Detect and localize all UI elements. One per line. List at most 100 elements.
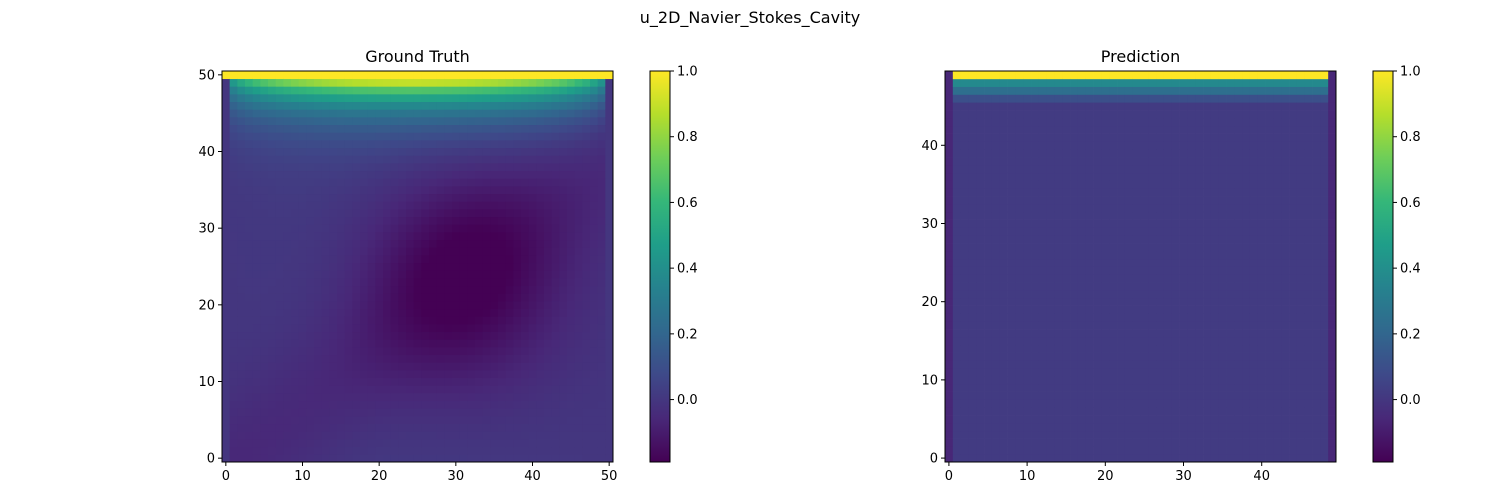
heatmap-cell <box>498 155 507 164</box>
heatmap-cell <box>467 347 476 356</box>
heatmap-cell <box>1054 305 1063 314</box>
heatmap-cell <box>1195 102 1204 111</box>
heatmap-cell <box>291 124 300 133</box>
heatmap-cell <box>498 186 507 195</box>
heatmap-cell <box>1070 407 1079 416</box>
heatmap-cell <box>582 308 591 317</box>
heatmap-cell <box>1054 454 1063 463</box>
heatmap-cell <box>1077 164 1087 174</box>
heatmap-cell <box>505 339 514 348</box>
heatmap-cell <box>352 370 361 379</box>
heatmap-cell <box>1031 125 1040 134</box>
heatmap-cell <box>291 308 300 317</box>
heatmap-cell <box>467 324 476 333</box>
heatmap-cell <box>406 109 415 118</box>
heatmap-cell <box>1210 454 1220 463</box>
heatmap-cell <box>999 383 1008 392</box>
heatmap-cell <box>1101 282 1110 291</box>
heatmap-cell <box>1007 430 1016 439</box>
heatmap-cell <box>960 313 969 322</box>
heatmap-cell <box>222 308 231 317</box>
heatmap-cell <box>1148 180 1157 189</box>
heatmap-cell <box>252 124 261 133</box>
heatmap-cell <box>252 239 261 248</box>
heatmap-cell <box>1156 399 1165 408</box>
heatmap-cell <box>298 285 307 294</box>
heatmap-cell <box>1101 321 1110 330</box>
heatmap-cell <box>1070 188 1079 197</box>
heatmap-cell <box>1195 329 1204 338</box>
heatmap-cell <box>1101 133 1110 142</box>
heatmap-cell <box>1218 422 1227 432</box>
heatmap-cell <box>406 140 415 149</box>
heatmap-cell <box>505 439 514 448</box>
heatmap-cell <box>984 149 993 158</box>
heatmap-cell <box>337 339 346 348</box>
heatmap-cell <box>1304 454 1313 463</box>
heatmap-cell <box>306 362 315 371</box>
heatmap-cell <box>544 393 553 402</box>
heatmap-cell <box>1163 180 1173 189</box>
heatmap-cell <box>413 209 422 218</box>
heatmap-cell <box>1163 211 1173 220</box>
heatmap-cell <box>984 219 993 228</box>
heatmap-cell <box>275 393 284 402</box>
heatmap-cell <box>1148 227 1157 236</box>
heatmap-cell <box>329 339 338 348</box>
heatmap-cell <box>459 232 468 241</box>
heatmap-cell <box>1054 133 1063 142</box>
heatmap-cell <box>1195 78 1204 87</box>
heatmap-cell <box>222 347 231 356</box>
heatmap-cell <box>268 446 277 455</box>
heatmap-cell <box>1062 266 1071 275</box>
heatmap-cell <box>1023 235 1032 244</box>
heatmap-cell <box>291 324 300 333</box>
heatmap-cell <box>490 117 499 126</box>
heatmap-cell <box>1054 297 1063 306</box>
heatmap-cell <box>452 255 461 264</box>
heatmap-cell <box>1015 336 1024 346</box>
heatmap-cell <box>1163 243 1173 252</box>
heatmap-cell <box>344 285 353 294</box>
heatmap-cell <box>321 354 330 363</box>
heatmap-cell <box>275 193 284 202</box>
heatmap-cell <box>1124 196 1134 205</box>
heatmap-cell <box>1187 102 1196 111</box>
heatmap-cell <box>1062 227 1071 236</box>
heatmap-cell <box>1218 110 1227 119</box>
heatmap-cell <box>1304 203 1313 213</box>
heatmap-cell <box>1203 94 1212 103</box>
heatmap-cell <box>283 262 292 271</box>
heatmap-cell <box>528 393 537 402</box>
heatmap-cell <box>1296 360 1306 369</box>
heatmap-cell <box>1109 125 1118 134</box>
heatmap-cell <box>298 186 307 195</box>
heatmap-cell <box>1257 297 1266 306</box>
heatmap-cell <box>1296 407 1306 416</box>
heatmap-cell <box>1101 250 1110 260</box>
heatmap-cell <box>314 347 323 356</box>
heatmap-cell <box>482 155 491 164</box>
heatmap-cell <box>1117 110 1126 119</box>
heatmap-cell <box>452 71 461 80</box>
heatmap-cell <box>291 354 300 363</box>
heatmap-cell <box>260 163 269 172</box>
heatmap-cell <box>1007 227 1016 236</box>
heatmap-cell <box>952 235 961 244</box>
heatmap-cell <box>1015 258 1024 267</box>
heatmap-cell <box>1046 329 1055 338</box>
heatmap-cell <box>459 393 468 402</box>
heatmap-cell <box>375 193 384 202</box>
heatmap-cell <box>321 201 330 210</box>
heatmap-cell <box>1007 383 1016 392</box>
heatmap-cell <box>406 385 415 394</box>
heatmap-cell <box>298 109 307 118</box>
heatmap-cell <box>1101 336 1110 346</box>
heatmap-cell <box>1242 352 1251 361</box>
heatmap-cell <box>1109 446 1118 455</box>
heatmap-cell <box>482 232 491 241</box>
heatmap-cell <box>229 78 238 87</box>
heatmap-cell <box>222 301 231 310</box>
heatmap-cell <box>1101 297 1110 306</box>
heatmap-cell <box>268 255 277 264</box>
